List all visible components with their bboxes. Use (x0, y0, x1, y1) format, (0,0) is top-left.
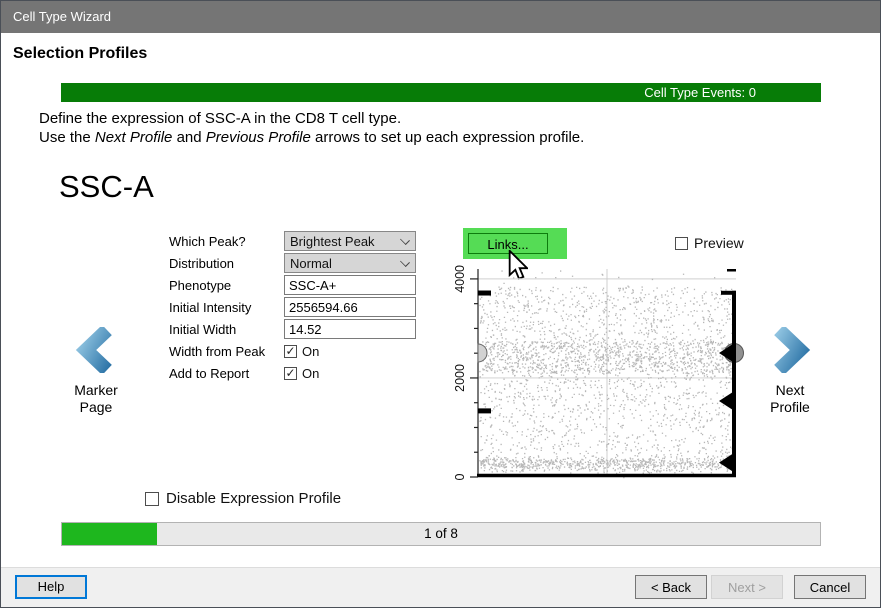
instructions: Define the expression of SSC-A in the CD… (39, 109, 584, 147)
svg-text:0: 0 (453, 473, 467, 480)
chevron-right-icon (774, 324, 811, 376)
distribution-select[interactable]: Normal (284, 253, 416, 273)
next-profile-label-1: Next (775, 382, 805, 398)
expression-form: Which Peak? Brightest Peak Distribution … (169, 230, 416, 384)
add-to-report-label: Add to Report (169, 365, 250, 381)
help-button[interactable]: Help (15, 575, 87, 599)
next-button[interactable]: Next > (711, 575, 783, 599)
wizard-progress-bar: 1 of 8 (61, 522, 821, 546)
disable-expression-profile-row: Disable Expression Profile (145, 490, 341, 507)
next-profile-label-2: Profile (770, 399, 810, 415)
svg-text:4000: 4000 (453, 265, 467, 293)
cell-type-events-bar: Cell Type Events: 0 (61, 83, 821, 102)
cancel-button[interactable]: Cancel (794, 575, 866, 599)
chevron-down-icon (400, 234, 410, 245)
svg-text:2000: 2000 (453, 364, 467, 392)
chevron-down-icon (400, 256, 410, 267)
back-button[interactable]: < Back (635, 575, 707, 599)
progress-fill (62, 523, 157, 545)
mouse-cursor-icon (508, 250, 528, 280)
initial-intensity-input[interactable] (284, 297, 416, 317)
page-title: Selection Profiles (13, 45, 148, 62)
which-peak-label: Which Peak? (169, 233, 246, 249)
instruction-line-1: Define the expression of SSC-A in the CD… (39, 110, 402, 127)
footer-bar: Help < Back Next > Cancel (1, 567, 880, 607)
width-from-peak-label: Width from Peak (169, 343, 266, 359)
phenotype-label: Phenotype (169, 277, 232, 293)
distribution-label: Distribution (169, 255, 235, 271)
add-to-report-on-label: On (302, 365, 320, 381)
scatter-plot[interactable]: 0 2000 4000 (449, 261, 745, 487)
cell-type-events-label: Cell Type Events: 0 (644, 85, 756, 100)
disable-expression-profile-label: Disable Expression Profile (166, 490, 342, 507)
next-profile-button[interactable]: Next Profile (752, 324, 828, 416)
window-title: Cell Type Wizard (13, 9, 112, 24)
width-from-peak-checkbox[interactable]: ✓ (284, 344, 297, 358)
links-button[interactable]: Links... (468, 233, 548, 254)
marker-name-title: SSC-A (59, 169, 154, 204)
links-button-highlight: Links... (463, 228, 567, 259)
preview-label: Preview (694, 235, 744, 251)
phenotype-input[interactable] (284, 275, 416, 295)
marker-page-label-1: Marker (74, 382, 118, 398)
initial-intensity-label: Initial Intensity (169, 299, 252, 315)
preview-row: Preview (675, 235, 744, 251)
marker-page-button[interactable]: Marker Page (58, 324, 134, 416)
progress-label: 1 of 8 (424, 526, 458, 541)
marker-page-label-2: Page (79, 399, 113, 415)
which-peak-select[interactable]: Brightest Peak (284, 231, 416, 251)
preview-checkbox[interactable] (675, 236, 688, 250)
width-from-peak-on-label: On (302, 343, 320, 359)
chevron-left-icon (75, 324, 112, 376)
initial-width-input[interactable] (284, 319, 416, 339)
disable-expression-profile-checkbox[interactable] (145, 491, 159, 506)
titlebar: Cell Type Wizard (1, 1, 880, 33)
instruction-line-2: Use the Next Profile and Previous Profil… (39, 129, 585, 146)
add-to-report-checkbox[interactable]: ✓ (284, 366, 297, 380)
initial-width-label: Initial Width (169, 321, 237, 337)
